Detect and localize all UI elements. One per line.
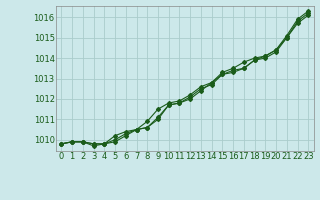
Text: Graphe pression niveau de la mer (hPa): Graphe pression niveau de la mer (hPa) [58,184,262,193]
